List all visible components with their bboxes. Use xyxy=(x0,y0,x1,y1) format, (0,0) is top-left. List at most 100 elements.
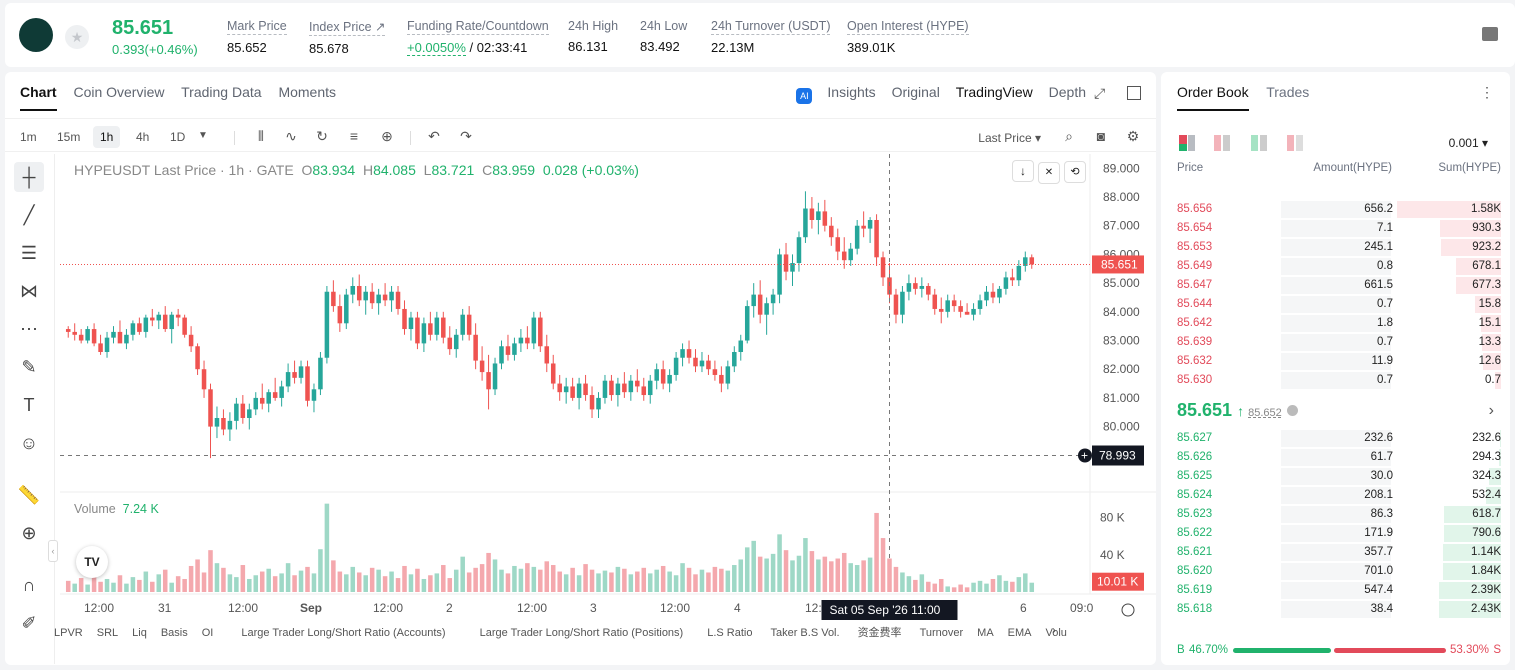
indicator-turnover[interactable]: Turnover xyxy=(919,627,964,639)
ask-row[interactable]: 85.654 7.1 930.3 xyxy=(1177,219,1501,238)
text-tool-icon[interactable]: T xyxy=(23,395,35,415)
ask-row[interactable]: 85.656 656.2 1.58K xyxy=(1177,200,1501,219)
bid-row[interactable]: 85.621 357.7 1.14K xyxy=(1177,543,1501,562)
volume-bar xyxy=(395,578,401,592)
timeframe-1m[interactable]: 1m xyxy=(20,130,37,144)
timeframe-1h[interactable]: 1h xyxy=(93,126,121,148)
ask-row[interactable]: 85.649 0.8 678.1 xyxy=(1177,257,1501,276)
magnet-tool-icon[interactable]: ∩ xyxy=(22,575,36,595)
ask-row[interactable]: 85.644 0.7 15.8 xyxy=(1177,295,1501,314)
indicator-ls-accounts[interactable]: Large Trader Long/Short Ratio (Accounts) xyxy=(241,627,446,639)
reset-icon[interactable]: ⟲ xyxy=(1064,161,1086,183)
indicator-funding-rate[interactable]: 资金费率 xyxy=(857,627,902,639)
indicator-lpvr[interactable]: LPVR xyxy=(54,627,83,639)
ask-row[interactable]: 85.632 11.9 12.6 xyxy=(1177,352,1501,371)
bid-row[interactable]: 85.623 86.3 618.7 xyxy=(1177,505,1501,524)
camera-icon[interactable]: ◙ xyxy=(1096,128,1106,144)
chevron-down-icon[interactable]: ▼ xyxy=(198,130,208,141)
tab-trading-data[interactable]: Trading Data xyxy=(181,84,262,100)
tab-chart[interactable]: Chart xyxy=(20,84,57,111)
indicator-scroll-right-icon[interactable]: › xyxy=(1052,623,1056,637)
bid-row[interactable]: 85.625 30.0 324.3 xyxy=(1177,467,1501,486)
indicator-volume[interactable]: Volu xyxy=(1045,627,1067,639)
lock-drawing-icon[interactable]: ✐ xyxy=(21,613,37,633)
precision-select[interactable]: 0.001 ▾ xyxy=(1448,136,1488,150)
ask-row[interactable]: 85.639 0.7 13.3 xyxy=(1177,333,1501,352)
chart-area[interactable]: 89.000 88.000 87.000 86.000 85.000 84.000 83.0… xyxy=(54,154,1156,664)
bid-row[interactable]: 85.619 547.4 2.39K xyxy=(1177,581,1501,600)
emoji-tool-icon[interactable]: ☺ xyxy=(19,433,39,453)
gear-icon[interactable]: ⚙ xyxy=(1126,128,1140,144)
guide-book-icon[interactable] xyxy=(1482,27,1498,41)
ask-row[interactable]: 85.630 0.7 0.7 xyxy=(1177,371,1501,390)
arrow-down-icon[interactable]: ↓ xyxy=(1012,160,1034,182)
book-mode-buy-icon[interactable] xyxy=(1251,135,1267,151)
indicator-srl[interactable]: SRL xyxy=(96,627,119,639)
collapse-toolbar-icon[interactable]: ‹ xyxy=(48,540,58,562)
indicator-ema[interactable]: EMA xyxy=(1007,627,1032,639)
collapse-icon[interactable]: ✕ xyxy=(1038,162,1060,184)
indicator-oi[interactable]: OI xyxy=(201,627,214,639)
tab-coin-overview[interactable]: Coin Overview xyxy=(73,84,165,100)
ask-row[interactable]: 85.647 661.5 677.3 xyxy=(1177,276,1501,295)
bid-row[interactable]: 85.620 701.0 1.84K xyxy=(1177,562,1501,581)
indicator-liq[interactable]: Liq xyxy=(132,627,147,639)
trendline-tool-icon[interactable]: ╱ xyxy=(23,205,35,225)
horizontal-lines-tool-icon[interactable]: ☰ xyxy=(20,243,38,263)
crosshair-tool-icon[interactable]: ┼ xyxy=(14,162,44,192)
legend-symbol: HYPEUSDT Last Price · 1h · GATE xyxy=(74,162,294,178)
tab-original[interactable]: Original xyxy=(891,84,940,100)
fullscreen-icon[interactable]: ⤢ xyxy=(1094,85,1106,101)
book-mode-both-icon[interactable] xyxy=(1179,135,1195,151)
bid-row[interactable]: 85.624 208.1 532.4 xyxy=(1177,486,1501,505)
add-indicator-icon[interactable]: ⊕ xyxy=(381,128,393,144)
tab-tradingview[interactable]: TradingView xyxy=(955,84,1033,100)
header-price: Price xyxy=(1177,162,1204,174)
bid-row[interactable]: 85.622 171.9 790.6 xyxy=(1177,524,1501,543)
tab-depth[interactable]: Depth xyxy=(1048,84,1086,100)
more-options-icon[interactable]: ⋮ xyxy=(1480,84,1494,100)
timeframe-4h[interactable]: 4h xyxy=(136,130,150,144)
ruler-tool-icon[interactable]: 📏 xyxy=(17,485,41,505)
volume-bar xyxy=(1029,582,1035,592)
indicator-ls-ratio[interactable]: L.S Ratio xyxy=(707,627,753,639)
time-tick-label: 3 xyxy=(590,601,597,615)
timeframe-1d[interactable]: 1D xyxy=(170,130,186,144)
tab-insights[interactable]: AI Insights xyxy=(784,84,876,104)
price-type-select[interactable]: Last Price ▾ xyxy=(978,131,1041,145)
redo-icon[interactable]: ↷ xyxy=(460,128,472,144)
bid-row[interactable]: 85.627 232.6 232.6 xyxy=(1177,429,1501,448)
zoom-in-tool-icon[interactable]: ⊕ xyxy=(21,523,37,543)
candlestick-chart[interactable]: 89.00088.00087.00086.00085.00084.00083.0… xyxy=(60,154,1156,624)
fib-tool-icon[interactable]: ⋯ xyxy=(20,319,38,339)
indicator-taker-vol[interactable]: Taker B.S Vol. xyxy=(770,627,840,639)
maximize-icon[interactable] xyxy=(1127,86,1141,100)
indicator-basis[interactable]: Basis xyxy=(160,627,188,639)
undo-icon[interactable]: ↶ xyxy=(428,128,440,144)
candlestick-type-icon[interactable]: ⫴ xyxy=(258,128,264,144)
indicator-ma[interactable]: MA xyxy=(977,627,994,639)
stat-index-price[interactable]: Index Price ↗ 85.678 xyxy=(309,19,386,56)
tab-moments[interactable]: Moments xyxy=(278,84,337,100)
ask-row[interactable]: 85.642 1.8 15.1 xyxy=(1177,314,1501,333)
refresh-icon[interactable]: ↻ xyxy=(316,128,328,144)
search-icon[interactable]: ⌕ xyxy=(1065,128,1073,144)
tab-order-book[interactable]: Order Book xyxy=(1177,84,1249,111)
pattern-tool-icon[interactable]: ⋈ xyxy=(20,281,38,301)
brush-tool-icon[interactable]: ✎ xyxy=(21,357,37,377)
ask-row[interactable]: 85.653 245.1 923.2 xyxy=(1177,238,1501,257)
indicators-icon[interactable]: ∿ xyxy=(285,128,297,144)
candle-body xyxy=(628,380,634,393)
tab-trades[interactable]: Trades xyxy=(1266,84,1310,100)
ask-price: 85.642 xyxy=(1177,317,1213,329)
timeframe-15m[interactable]: 15m xyxy=(57,130,81,144)
indicator-ls-positions[interactable]: Large Trader Long/Short Ratio (Positions… xyxy=(479,627,684,639)
bid-row[interactable]: 85.626 61.7 294.3 xyxy=(1177,448,1501,467)
favorite-star-icon[interactable]: ★ xyxy=(65,25,89,49)
up-arrow-icon: ↑ xyxy=(1237,403,1245,419)
bid-row[interactable]: 85.618 38.4 2.43K xyxy=(1177,600,1501,619)
chevron-right-icon[interactable]: › xyxy=(1488,402,1494,419)
settings-list-icon[interactable]: ≡ xyxy=(349,128,359,144)
book-mode-asks-icon[interactable] xyxy=(1287,135,1303,151)
book-mode-sell-icon[interactable] xyxy=(1214,135,1230,151)
